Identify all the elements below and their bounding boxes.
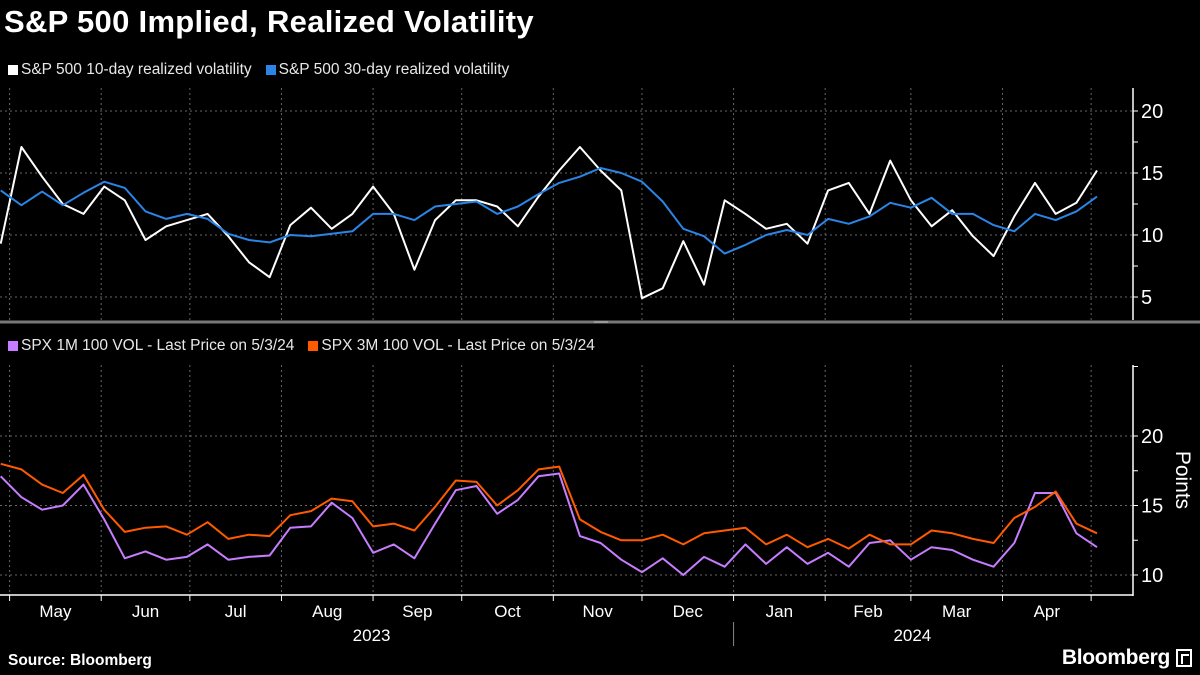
legend-label: SPX 1M 100 VOL - Last Price on 5/3/24 <box>21 337 295 354</box>
x-tick-label: Dec <box>673 602 704 621</box>
logo-text: Bloomberg <box>1061 646 1170 669</box>
legend-swatch <box>265 65 276 75</box>
x-tick-label: Apr <box>1034 602 1061 621</box>
x-tick-label: Jan <box>766 602 793 621</box>
legend-swatch <box>8 65 18 75</box>
year-label: 2024 <box>893 626 931 645</box>
y-tick-label: 20 <box>1141 426 1163 448</box>
legend-label: S&P 500 30-day realized volatility <box>278 61 510 78</box>
legend-item-3m: SPX 3M 100 VOL - Last Price on 5/3/24 <box>308 337 595 355</box>
y-tick-label: 15 <box>1141 496 1163 518</box>
x-tick-label: Nov <box>583 602 614 621</box>
y-tick-label: 5 <box>1141 287 1152 309</box>
x-tick-label: Jun <box>132 602 159 621</box>
y-tick-label: 20 <box>1141 101 1163 123</box>
x-tick-label: Mar <box>942 602 972 621</box>
series-line-10day-realized <box>0 146 1098 300</box>
series-line-spx-1m-vol <box>0 472 1098 576</box>
y-axis-label: Points <box>1171 451 1194 509</box>
series-line-30day-realized <box>0 167 1098 255</box>
y-tick-label: 10 <box>1141 565 1163 587</box>
bottom-legend: SPX 1M 100 VOL - Last Price on 5/3/24 SP… <box>8 337 595 355</box>
series-line-spx-3m-vol <box>0 462 1098 550</box>
x-tick-label: Feb <box>853 602 882 621</box>
x-tick-label: Oct <box>494 602 521 621</box>
bloomberg-icon <box>1176 649 1192 667</box>
legend-label: SPX 3M 100 VOL - Last Price on 5/3/24 <box>321 337 595 354</box>
top-legend: S&P 500 10-day realized volatility S&P 5… <box>8 61 509 79</box>
legend-item-10day: S&P 500 10-day realized volatility <box>8 61 252 79</box>
y-tick-label: 10 <box>1141 225 1163 247</box>
legend-item-30day: S&P 500 30-day realized volatility <box>265 61 510 79</box>
x-tick-label: Jul <box>225 602 247 621</box>
chart-title: S&P 500 Implied, Realized Volatility <box>4 4 534 39</box>
x-tick-label: May <box>39 602 72 621</box>
legend-swatch <box>308 341 319 351</box>
bloomberg-logo: Bloomberg <box>1062 646 1192 670</box>
legend-swatch <box>8 341 18 351</box>
year-label: 2023 <box>353 626 391 645</box>
y-tick-label: 15 <box>1141 163 1163 185</box>
legend-item-1m: SPX 1M 100 VOL - Last Price on 5/3/24 <box>8 337 294 355</box>
source-note: Source: Bloomberg <box>8 652 152 669</box>
x-tick-label: Sep <box>402 602 432 621</box>
x-tick-label: Aug <box>312 602 342 621</box>
legend-label: S&P 500 10-day realized volatility <box>21 61 252 78</box>
